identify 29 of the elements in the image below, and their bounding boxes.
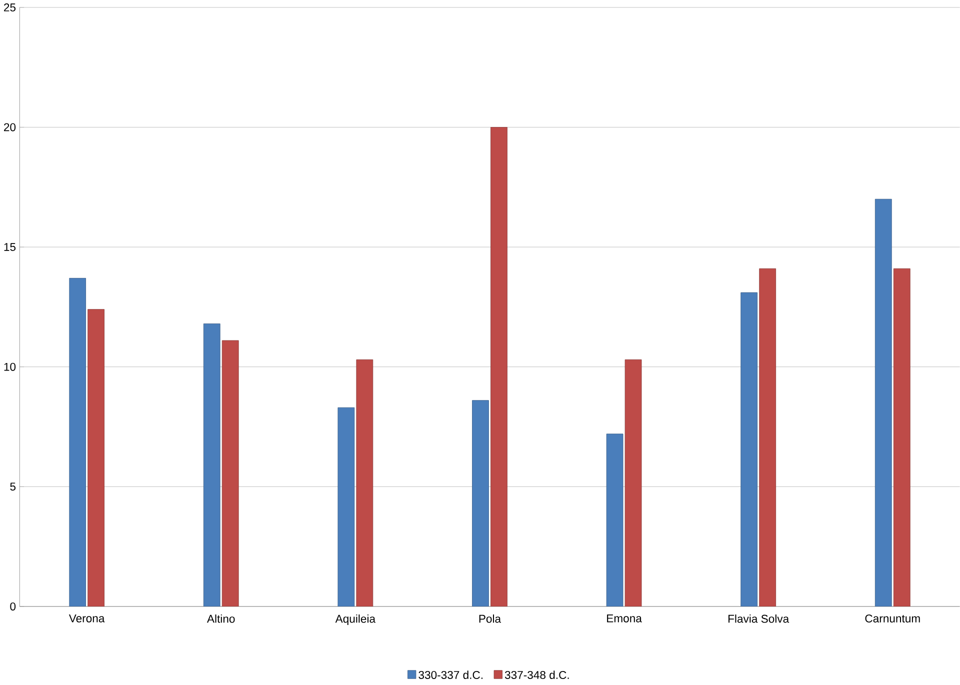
bar: [759, 268, 776, 607]
legend-label: 337-348 d.C.: [504, 670, 569, 680]
bar: [472, 400, 489, 607]
x-tick-label: Carnuntum: [865, 614, 920, 623]
y-tick-label: 15: [4, 243, 16, 252]
bar: [338, 408, 355, 607]
bar: [740, 292, 758, 607]
x-tick-label: Emona: [607, 614, 642, 623]
x-tick-label: Pola: [479, 614, 502, 624]
bar: [893, 268, 910, 607]
x-tick-label: Flavia Solva: [728, 614, 790, 624]
bar: [874, 199, 892, 607]
bar: [69, 278, 86, 607]
bar: [606, 434, 624, 607]
legend-label: 330-337 d.C.: [418, 670, 482, 680]
y-tick-label: 10: [4, 363, 16, 372]
bar: [490, 127, 508, 607]
y-tick-label: 5: [10, 482, 16, 491]
bar: [624, 360, 642, 607]
bar: [88, 309, 104, 607]
x-tick-label: Altino: [206, 614, 235, 624]
bar: [356, 360, 374, 607]
x-tick-label: Aquileia: [335, 614, 376, 626]
x-tick-label: Verona: [68, 614, 105, 623]
bar: [222, 340, 239, 607]
bar: [203, 324, 220, 607]
y-tick-label: 0: [10, 602, 16, 611]
y-tick-label: 25: [4, 4, 16, 12]
y-tick-label: 20: [4, 123, 16, 132]
